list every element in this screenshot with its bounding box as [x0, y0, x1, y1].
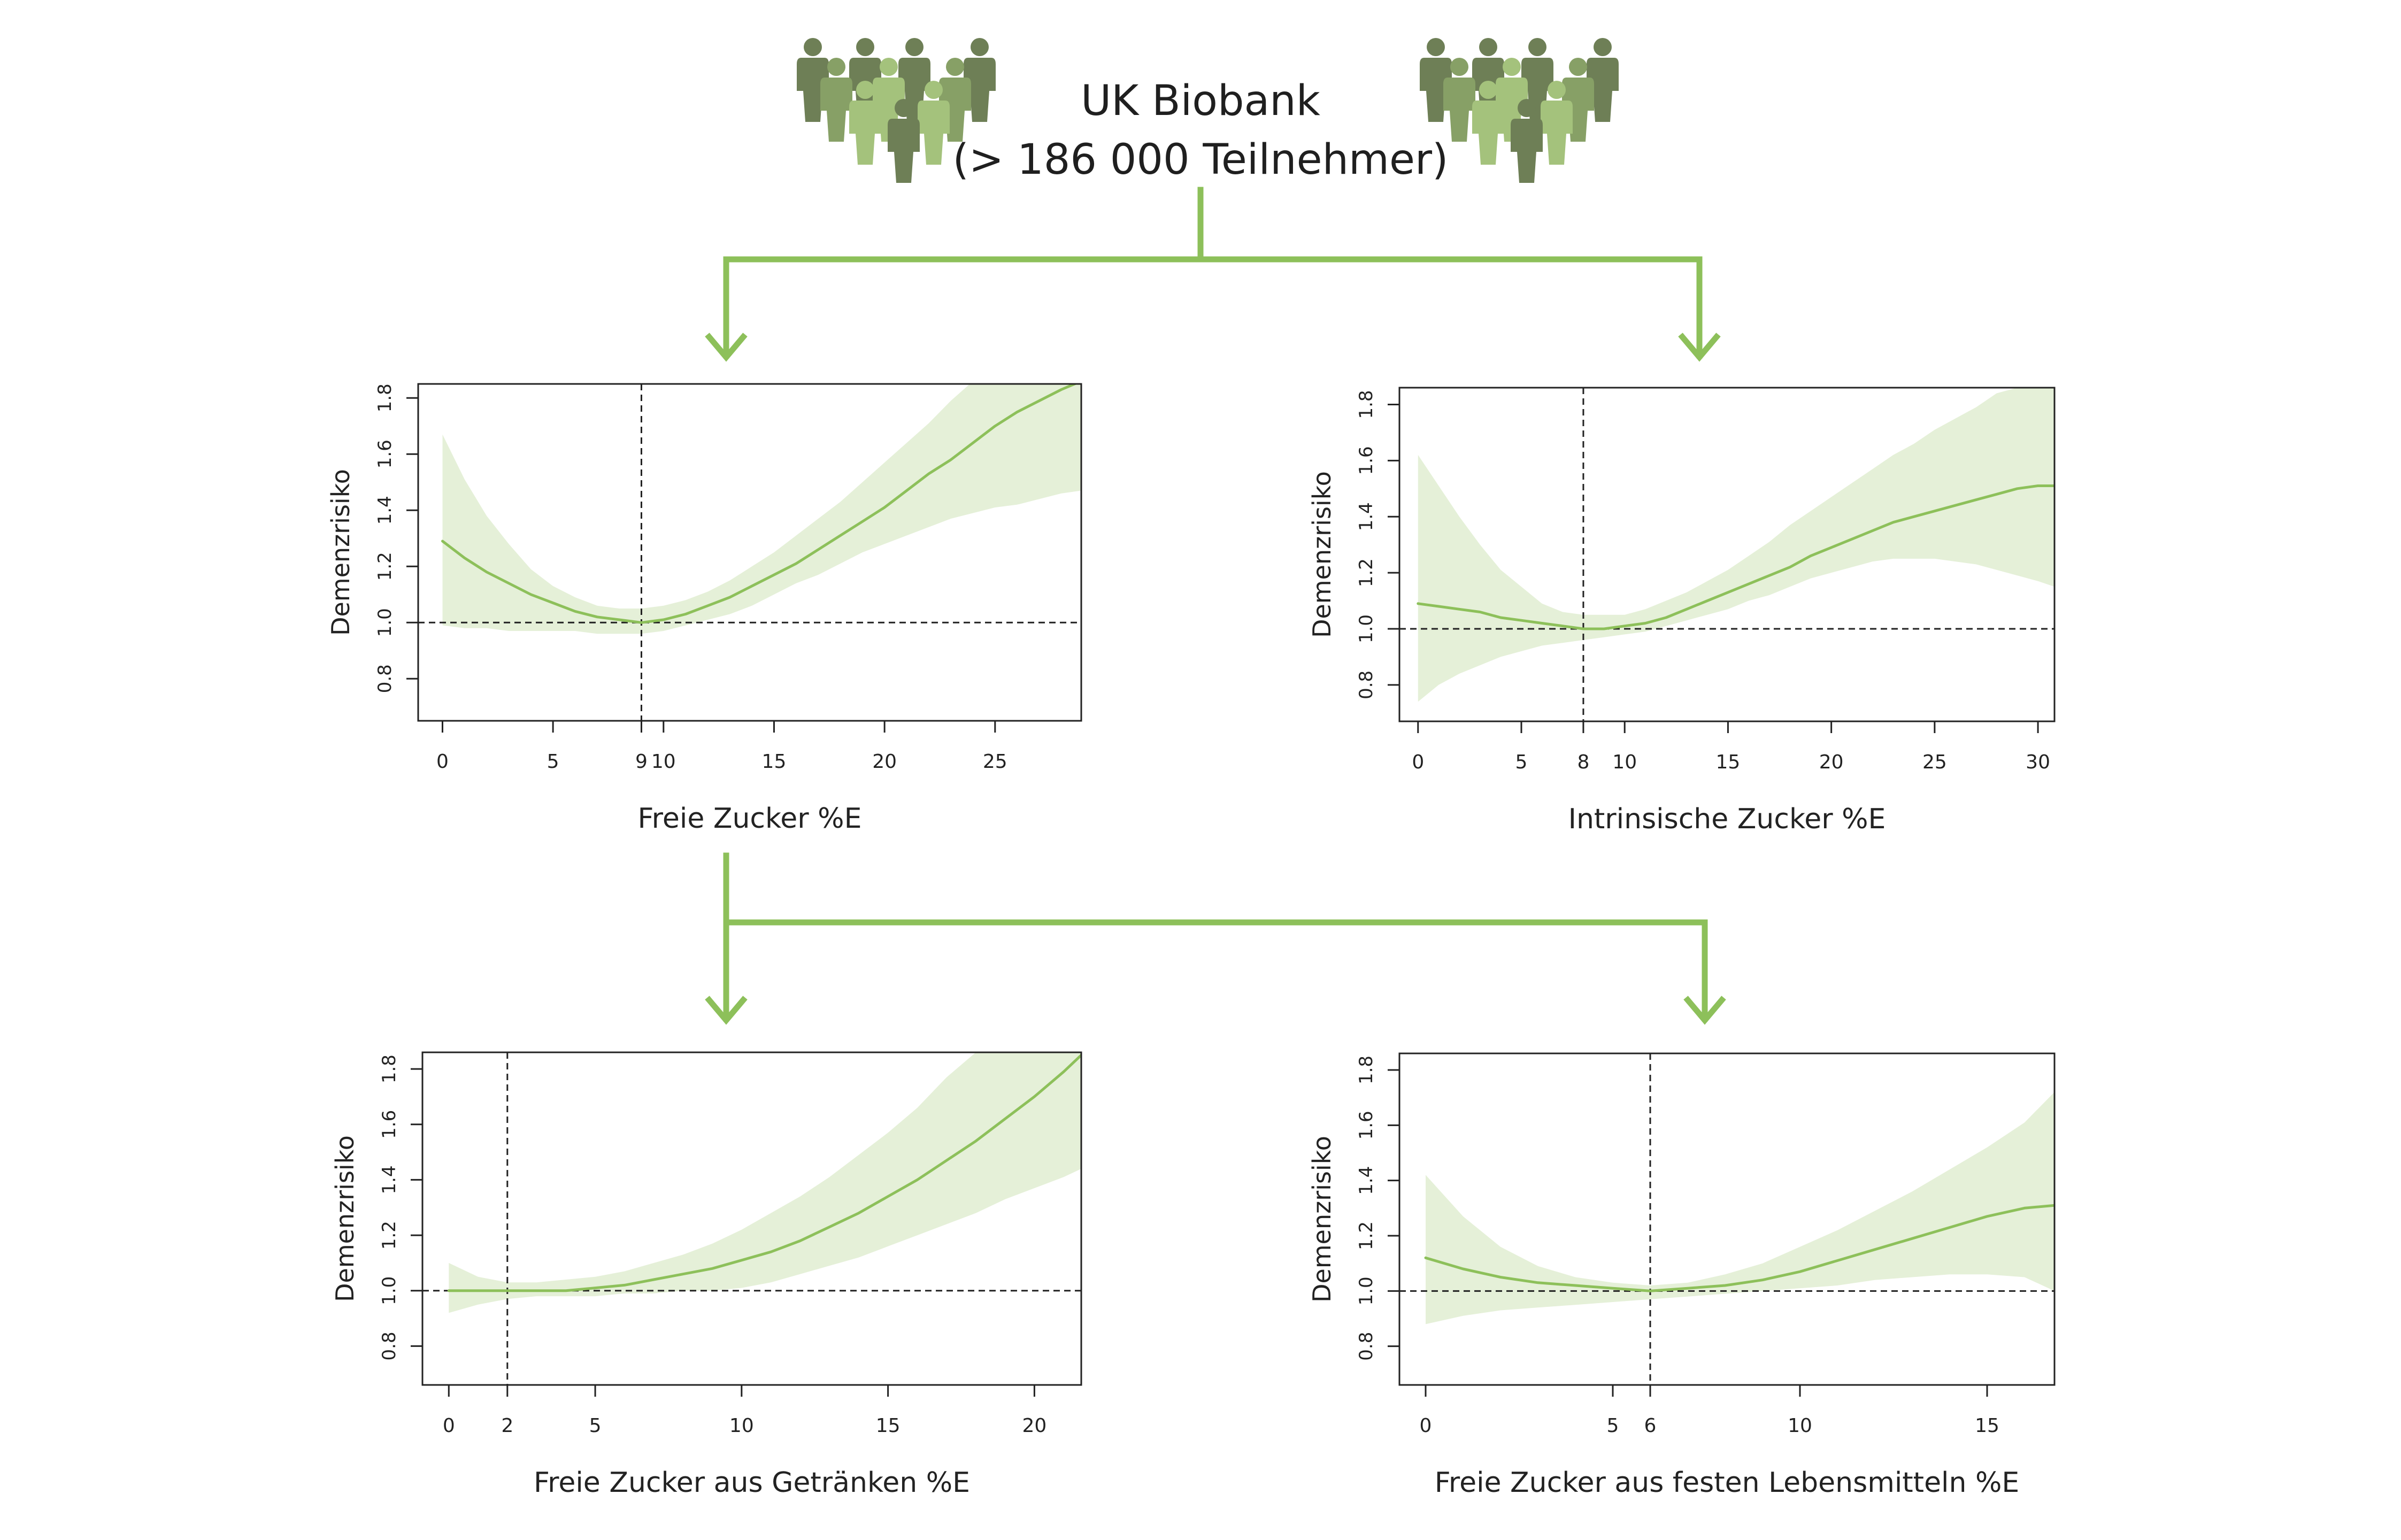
y-axis-label: Demenzrisiko	[330, 1135, 359, 1302]
y-tick-label: 1.2	[1356, 558, 1377, 587]
plot-area	[418, 384, 1081, 721]
y-tick-label: 1.6	[379, 1110, 400, 1139]
x-tick-label: 6	[1644, 1415, 1657, 1437]
x-tick-label: 20	[1819, 751, 1844, 773]
x-tick-label: 15	[1716, 751, 1741, 773]
y-tick-label: 1.6	[1356, 1111, 1377, 1139]
title-line-1: UK Biobank	[1081, 77, 1320, 125]
title-line-2: (> 186 000 Teilnehmer)	[953, 136, 1449, 184]
y-tick-label: 1.0	[374, 608, 396, 637]
y-tick-label: 1.0	[1356, 614, 1377, 643]
y-tick-label: 1.2	[379, 1221, 400, 1250]
y-axis-label: Demenzrisiko	[1307, 471, 1336, 638]
x-tick-label: 15	[762, 751, 787, 773]
confidence-band	[449, 1052, 1081, 1313]
plot-frame	[1398, 387, 2056, 722]
x-tick-label: 0	[443, 1415, 455, 1437]
x-tick-label: 25	[983, 751, 1007, 773]
x-axis-label: Intrinsische Zucker %E	[1568, 803, 1886, 835]
plot-area	[1399, 1053, 2054, 1385]
y-axis-label: Demenzrisiko	[1307, 1136, 1336, 1303]
arrow-head-lower-left-icon	[705, 996, 748, 1025]
risk-curve	[441, 384, 1079, 624]
x-tick-label: 15	[1975, 1415, 1999, 1437]
chart-freie-zucker-getraenke: 0.8 1.0 1.2 1.4 1.6 1.8 0 2 5 10 15 20 Demenzrisiko F…	[330, 1051, 1082, 1499]
x-tick-label: 5	[1515, 751, 1528, 773]
people-group-icon	[1420, 38, 1619, 183]
y-tick-label: 1.4	[1356, 1166, 1377, 1195]
y-tick-label: 1.4	[374, 496, 396, 525]
x-tick-label: 10	[1612, 751, 1637, 773]
chart-intrinsische-zucker: 0.8 1.0 1.2 1.4 1.6 1.8 0 5 8 10 15 20 25 30 Demenzris…	[1307, 387, 2056, 835]
y-tick-label: 0.8	[1356, 1332, 1377, 1361]
risk-curve	[1424, 1204, 2054, 1292]
y-tick-label: 1.0	[1356, 1276, 1377, 1305]
y-tick-label: 0.8	[1356, 671, 1377, 699]
plot-area	[1399, 388, 2054, 721]
y-tick-label: 1.6	[374, 440, 396, 468]
y-tick-label: 1.0	[379, 1276, 400, 1305]
x-tick-label: 10	[651, 751, 676, 773]
x-tick-label: 5	[1607, 1415, 1619, 1437]
x-tick-label: 0	[436, 751, 449, 773]
x-tick-label: 0	[1420, 1415, 1432, 1437]
plot-area	[422, 1052, 1081, 1385]
x-tick-label: 0	[1412, 751, 1424, 773]
x-tick-label: 15	[876, 1415, 901, 1437]
y-tick-label: 1.8	[1356, 390, 1377, 419]
plot-frame	[421, 1051, 1082, 1386]
y-tick-label: 1.2	[374, 552, 396, 581]
y-tick-label: 1.6	[1356, 446, 1377, 475]
y-tick-label: 1.8	[374, 383, 396, 412]
plot-frame	[417, 383, 1082, 722]
arrow-head-left-icon	[705, 333, 748, 362]
x-tick-label: 2	[501, 1415, 513, 1437]
x-tick-label: 20	[1022, 1415, 1046, 1437]
y-tick-label: 1.8	[379, 1054, 400, 1083]
y-tick-label: 0.8	[379, 1331, 400, 1360]
x-tick-label: 8	[1577, 751, 1589, 773]
x-tick-label: 10	[1788, 1415, 1812, 1437]
y-tick-label: 1.4	[1356, 502, 1377, 531]
confidence-band	[1418, 388, 2054, 702]
confidence-band	[1426, 1092, 2054, 1325]
x-tick-label: 5	[547, 751, 559, 773]
chart-freie-zucker-feste-lebensmittel: 0.8 1.0 1.2 1.4 1.6 1.8 0 5 6 10 15 Demenzrisiko Fre…	[1307, 1052, 2056, 1499]
flow-connectors	[705, 187, 1726, 1025]
x-axis-label: Freie Zucker aus festen Lebensmitteln %E	[1435, 1467, 2020, 1499]
y-axis-label: Demenzrisiko	[326, 469, 355, 636]
y-tick-label: 1.4	[379, 1165, 400, 1194]
risk-curve	[1417, 484, 2054, 630]
arrow-head-right-icon	[1678, 333, 1721, 362]
risk-curve	[447, 1053, 1081, 1292]
plot-frame	[1398, 1052, 2056, 1386]
x-tick-label: 5	[589, 1415, 602, 1437]
y-tick-label: 0.8	[374, 664, 396, 693]
y-tick-label: 1.8	[1356, 1056, 1377, 1084]
chart-freie-zucker: 0.8 1.0 1.2 1.4 1.6 1.8 0 5 9 10 15 20 25 Demenzrisik…	[326, 383, 1082, 835]
x-axis-label: Freie Zucker %E	[638, 803, 862, 835]
y-tick-label: 1.2	[1356, 1221, 1377, 1250]
x-tick-label: 25	[1922, 751, 1947, 773]
x-tick-label: 10	[729, 1415, 754, 1437]
confidence-band	[442, 384, 1081, 634]
arrow-head-lower-right-icon	[1683, 996, 1726, 1025]
x-tick-label: 30	[2026, 751, 2050, 773]
x-axis-label: Freie Zucker aus Getränken %E	[534, 1467, 970, 1499]
x-tick-label: 9	[635, 751, 648, 773]
x-tick-label: 20	[872, 751, 897, 773]
